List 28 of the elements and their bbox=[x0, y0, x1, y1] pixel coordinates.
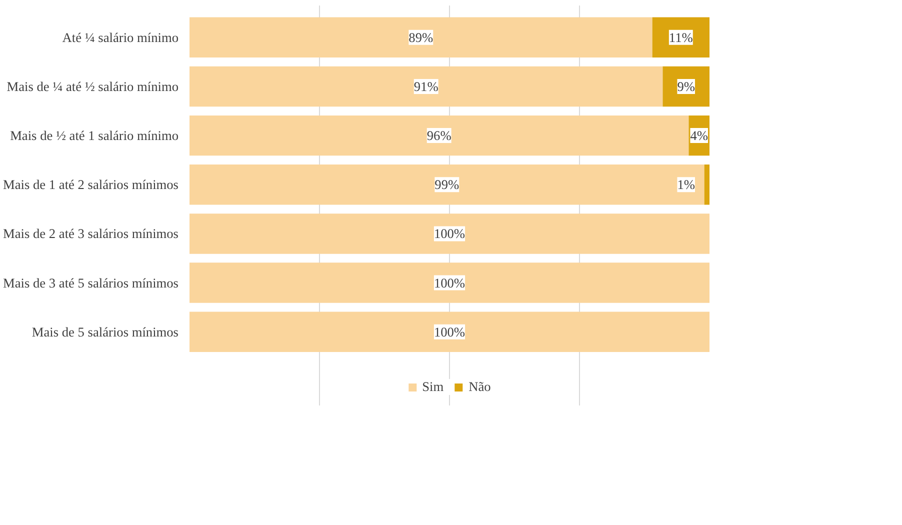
legend-label: Sim bbox=[422, 379, 444, 395]
legend-label: Não bbox=[468, 379, 491, 395]
y-tick-label: Mais de 3 até 5 salários mínimos bbox=[3, 275, 179, 290]
data-label: 100% bbox=[434, 275, 466, 290]
bar bbox=[190, 262, 710, 303]
y-tick-label: Mais de 1 até 2 salários mínimos bbox=[3, 177, 179, 192]
data-label: 96% bbox=[426, 128, 452, 144]
bar bbox=[190, 312, 710, 352]
y-tick-label: Mais de 2 até 3 salários mínimos bbox=[3, 226, 179, 242]
data-label: 89% bbox=[408, 30, 434, 45]
bar bbox=[190, 115, 689, 156]
bar bbox=[190, 66, 663, 107]
y-tick-label: Mais de ¼ até ½ salário mínimo bbox=[6, 78, 179, 94]
y-tick-label: Até ¼ salário mínimo bbox=[62, 30, 179, 45]
data-label: 99% bbox=[434, 177, 460, 192]
bar bbox=[190, 164, 704, 205]
bar bbox=[190, 17, 652, 58]
data-label: 4% bbox=[690, 128, 708, 144]
y-tick-label: Mais de 5 salários mínimos bbox=[32, 324, 179, 340]
data-label: 11% bbox=[668, 30, 693, 45]
bar bbox=[190, 214, 710, 254]
data-label: 100% bbox=[434, 226, 466, 242]
bar bbox=[704, 164, 710, 205]
data-label: 9% bbox=[677, 78, 695, 94]
data-label: 91% bbox=[414, 78, 438, 94]
data-label: 100% bbox=[434, 324, 466, 340]
data-label: 1% bbox=[677, 177, 695, 192]
y-tick-label: Mais de ½ até 1 salário mínimo bbox=[10, 128, 179, 144]
